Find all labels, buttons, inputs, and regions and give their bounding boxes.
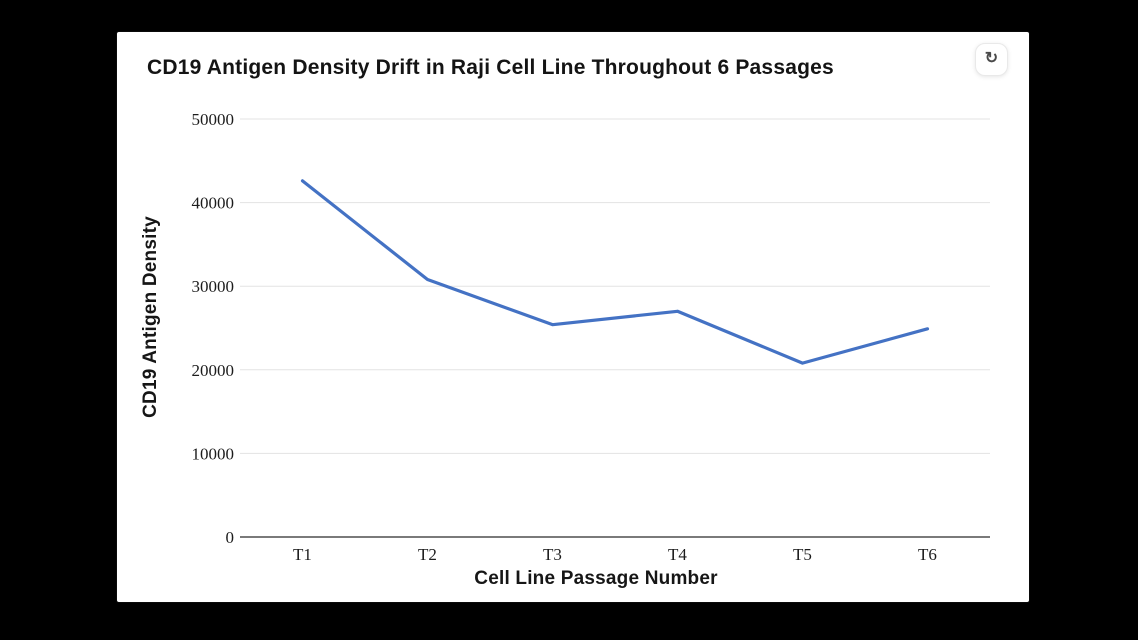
x-tick-label: T1 — [293, 545, 312, 564]
y-tick-label: 50000 — [192, 110, 235, 129]
chart-card: CD19 Antigen Density Drift in Raji Cell … — [117, 32, 1029, 602]
series-line — [300, 179, 930, 365]
refresh-button[interactable]: ↻ — [975, 43, 1008, 76]
x-axis-label: Cell Line Passage Number — [474, 568, 718, 589]
line-chart: 0 10000 20000 30000 40000 50000 T1 T2 T3 T4 T5 T6 — [192, 110, 990, 564]
x-tick-label: T3 — [543, 545, 562, 564]
x-tick-label: T5 — [793, 545, 812, 564]
x-tick-label: T6 — [918, 545, 937, 564]
chart-title: CD19 Antigen Density Drift in Raji Cell … — [147, 56, 834, 79]
refresh-icon: ↻ — [984, 49, 999, 67]
y-tick-label: 0 — [226, 528, 235, 547]
x-tick-label: T4 — [668, 545, 687, 564]
x-tick-label: T2 — [418, 545, 437, 564]
y-tick-label: 20000 — [192, 361, 235, 380]
y-tick-label: 40000 — [192, 194, 235, 213]
y-tick-label: 10000 — [192, 444, 235, 463]
y-tick-label: 30000 — [192, 277, 235, 296]
